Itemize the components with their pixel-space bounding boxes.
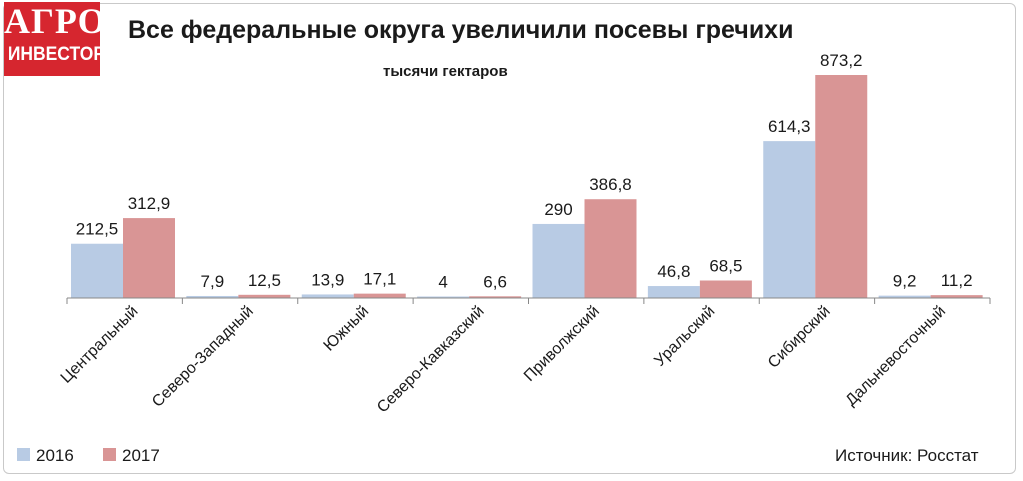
category-label-0: Центральный [58, 303, 142, 387]
bar-2016-3 [417, 296, 470, 298]
category-label-5: Уральский [651, 303, 718, 370]
logo-line-1: АГРО [4, 1, 107, 41]
bar-2016-6 [763, 141, 816, 298]
chart-frame [3, 3, 1016, 474]
logo-line-2: ИНВЕСТОР [7, 44, 106, 65]
value-label-2017-5: 68,5 [709, 257, 742, 276]
value-label-2017-1: 12,5 [248, 271, 281, 290]
bar-2016-2 [301, 294, 354, 298]
category-label-7: Дальневосточный [843, 303, 950, 410]
bar-2016-0 [71, 243, 123, 298]
value-label-2016-0: 212,5 [76, 220, 119, 239]
bar-2017-7 [930, 295, 983, 298]
source-note: Источник: Росстат [835, 446, 979, 465]
value-label-2016-2: 13,9 [311, 270, 344, 289]
value-label-2016-1: 7,9 [201, 272, 225, 291]
bar-2017-6 [815, 75, 868, 298]
value-label-2016-5: 46,8 [657, 262, 690, 281]
bar-2017-1 [238, 294, 291, 298]
category-label-3: Северо-Кавказский [374, 303, 488, 417]
bar-2016-1 [186, 295, 239, 298]
value-label-2016-3: 4 [438, 273, 447, 292]
bar-2016-4 [532, 223, 585, 298]
category-label-1: Северо-Западный [149, 303, 257, 411]
category-label-4: Приволжский [521, 303, 603, 385]
category-label-6: Сибирский [765, 303, 834, 372]
bar-2017-2 [353, 293, 406, 298]
bar-2017-5 [699, 280, 752, 298]
value-label-2017-2: 17,1 [363, 270, 396, 289]
bar-2016-5 [647, 286, 700, 298]
chart-title: Все федеральные округа увеличили посевы … [128, 16, 794, 44]
legend-swatch-2016 [17, 448, 30, 461]
category-label-2: Южный [321, 303, 373, 355]
bar-2017-4 [584, 199, 637, 298]
chart-subtitle: тысячи гектаров [383, 63, 508, 80]
legend-label-2017: 2017 [122, 446, 160, 465]
value-label-2017-4: 386,8 [589, 175, 632, 194]
value-label-2017-3: 6,6 [483, 272, 507, 291]
bar-2016-7 [878, 295, 931, 298]
bar-2017-3 [469, 296, 522, 298]
value-label-2016-6: 614,3 [768, 117, 811, 136]
value-label-2016-4: 290 [544, 200, 572, 219]
legend-swatch-2017 [103, 448, 116, 461]
value-label-2017-0: 312,9 [128, 194, 171, 213]
bar-2017-0 [123, 218, 175, 298]
value-label-2017-7: 11,2 [941, 271, 973, 290]
value-label-2017-6: 873,2 [820, 51, 863, 70]
legend-label-2016: 2016 [36, 446, 74, 465]
agroinvestor-logo: АГРО ИНВЕСТОР [4, 1, 107, 76]
value-label-2016-7: 9,2 [893, 272, 917, 291]
